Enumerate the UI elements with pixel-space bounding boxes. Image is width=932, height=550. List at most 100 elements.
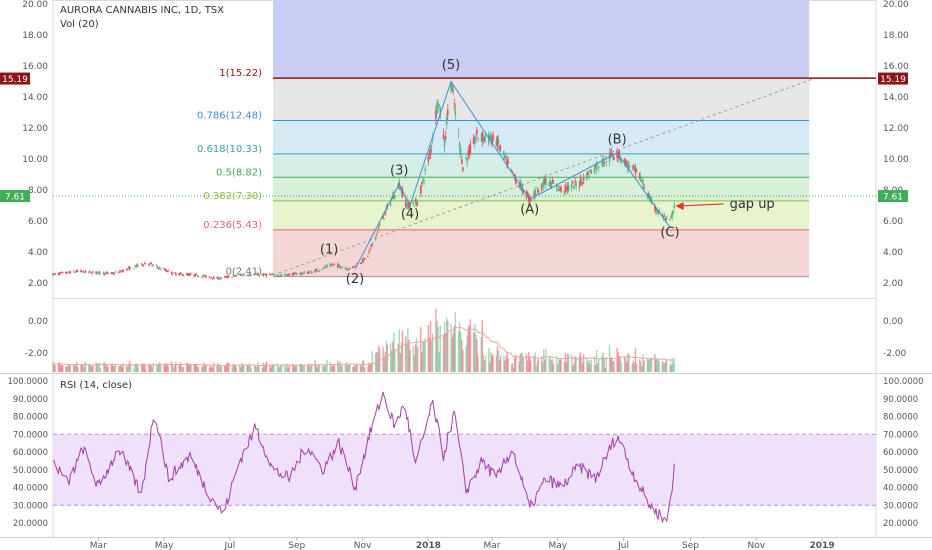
volume-bar xyxy=(181,366,184,372)
candle-body xyxy=(461,159,463,165)
volume-bar xyxy=(262,362,265,372)
volume-bar xyxy=(394,348,396,372)
volume-bar xyxy=(526,360,529,372)
gap-up-arrowhead xyxy=(675,201,684,210)
candle-body xyxy=(54,273,56,275)
volume-bar xyxy=(257,362,259,372)
volume-bar xyxy=(664,361,667,372)
volume-bar xyxy=(288,365,290,372)
candle-body xyxy=(303,271,306,274)
candle-body xyxy=(375,234,378,235)
volume-bar xyxy=(439,325,441,372)
volume-bar xyxy=(634,348,637,372)
volume-bar xyxy=(550,360,553,372)
volume-bar xyxy=(595,349,598,372)
volume-bar xyxy=(173,368,175,372)
candle-body xyxy=(533,193,535,197)
volume-bar xyxy=(291,363,294,372)
candle-body xyxy=(347,268,350,270)
rsi-tick-right: 20.0000 xyxy=(883,519,918,529)
volume-bar xyxy=(397,343,399,372)
candle-body xyxy=(544,178,546,183)
candle-body xyxy=(322,266,325,268)
candle-body xyxy=(552,182,555,184)
volume-bar xyxy=(140,363,143,372)
volume-bar xyxy=(202,366,204,372)
time-tick-label: Mar xyxy=(90,541,107,550)
volume-bar xyxy=(172,365,174,372)
rsi-tick-right: 40.0000 xyxy=(883,484,918,494)
candle-body xyxy=(571,183,573,188)
volume-bar xyxy=(233,364,235,372)
volume-bar xyxy=(626,361,628,372)
last-price-text: 7.61 xyxy=(883,193,903,203)
candle-body xyxy=(292,272,295,276)
candle-body xyxy=(635,169,638,172)
candle-body xyxy=(657,212,659,214)
candle-body xyxy=(220,277,223,279)
volume-bar xyxy=(309,366,311,372)
candle-body xyxy=(91,273,93,275)
time-tick-label: Sep xyxy=(682,541,699,550)
candle-body xyxy=(452,90,454,91)
volume-bar xyxy=(182,367,185,372)
volume-bar xyxy=(155,364,158,372)
candle-body xyxy=(559,189,561,191)
candle-body xyxy=(476,129,478,134)
candle-body xyxy=(362,258,365,262)
candle-body xyxy=(586,172,588,180)
volume-bar xyxy=(557,364,559,372)
volume-bar xyxy=(338,363,340,372)
candle-body xyxy=(142,265,145,266)
candle-body xyxy=(346,269,349,271)
candle-body xyxy=(293,272,296,275)
candle-body xyxy=(389,203,392,206)
volume-bar xyxy=(219,365,221,372)
volume-bar xyxy=(642,354,644,372)
candle-body xyxy=(363,257,366,259)
volume-bar xyxy=(159,362,161,372)
candle-body xyxy=(445,117,448,125)
volume-bar xyxy=(618,355,620,372)
candle-body xyxy=(424,169,426,171)
volume-bar xyxy=(187,362,189,372)
candle-body xyxy=(376,231,379,234)
candle-body xyxy=(439,107,442,118)
candle-body xyxy=(647,193,650,198)
candle-body xyxy=(631,166,634,167)
volume-bar xyxy=(311,363,313,372)
candle-body xyxy=(157,268,160,269)
candle-body xyxy=(454,109,457,116)
volume-bar xyxy=(604,368,606,372)
volume-bar xyxy=(451,337,453,372)
candle-body xyxy=(166,271,169,273)
volume-bar xyxy=(353,366,355,372)
rsi-tick-left: 20.0000 xyxy=(13,519,48,529)
wave-label: (A) xyxy=(520,202,539,217)
rsi-tick-right: 60.0000 xyxy=(883,448,918,458)
price-tick-right: 14.00 xyxy=(883,93,909,103)
candle-body xyxy=(453,103,456,105)
candle-body xyxy=(597,167,600,169)
candle-body xyxy=(436,102,438,114)
volume-bar xyxy=(511,363,514,372)
volume-bar xyxy=(527,352,530,372)
volume-bar xyxy=(518,361,520,372)
candle-body xyxy=(590,169,593,174)
volume-bar xyxy=(164,366,166,372)
volume-bar xyxy=(330,365,332,372)
volume-bar xyxy=(635,363,638,372)
candle-body xyxy=(407,201,409,206)
candle-body xyxy=(181,273,184,276)
candle-body xyxy=(155,265,158,267)
volume-bar xyxy=(142,363,145,372)
candle-body xyxy=(632,165,635,167)
candle-body xyxy=(560,186,562,192)
volume-bar xyxy=(401,330,404,372)
candle-body xyxy=(480,138,483,140)
volume-bar xyxy=(446,317,448,372)
candle-body xyxy=(61,272,64,273)
candle-body xyxy=(144,263,147,265)
